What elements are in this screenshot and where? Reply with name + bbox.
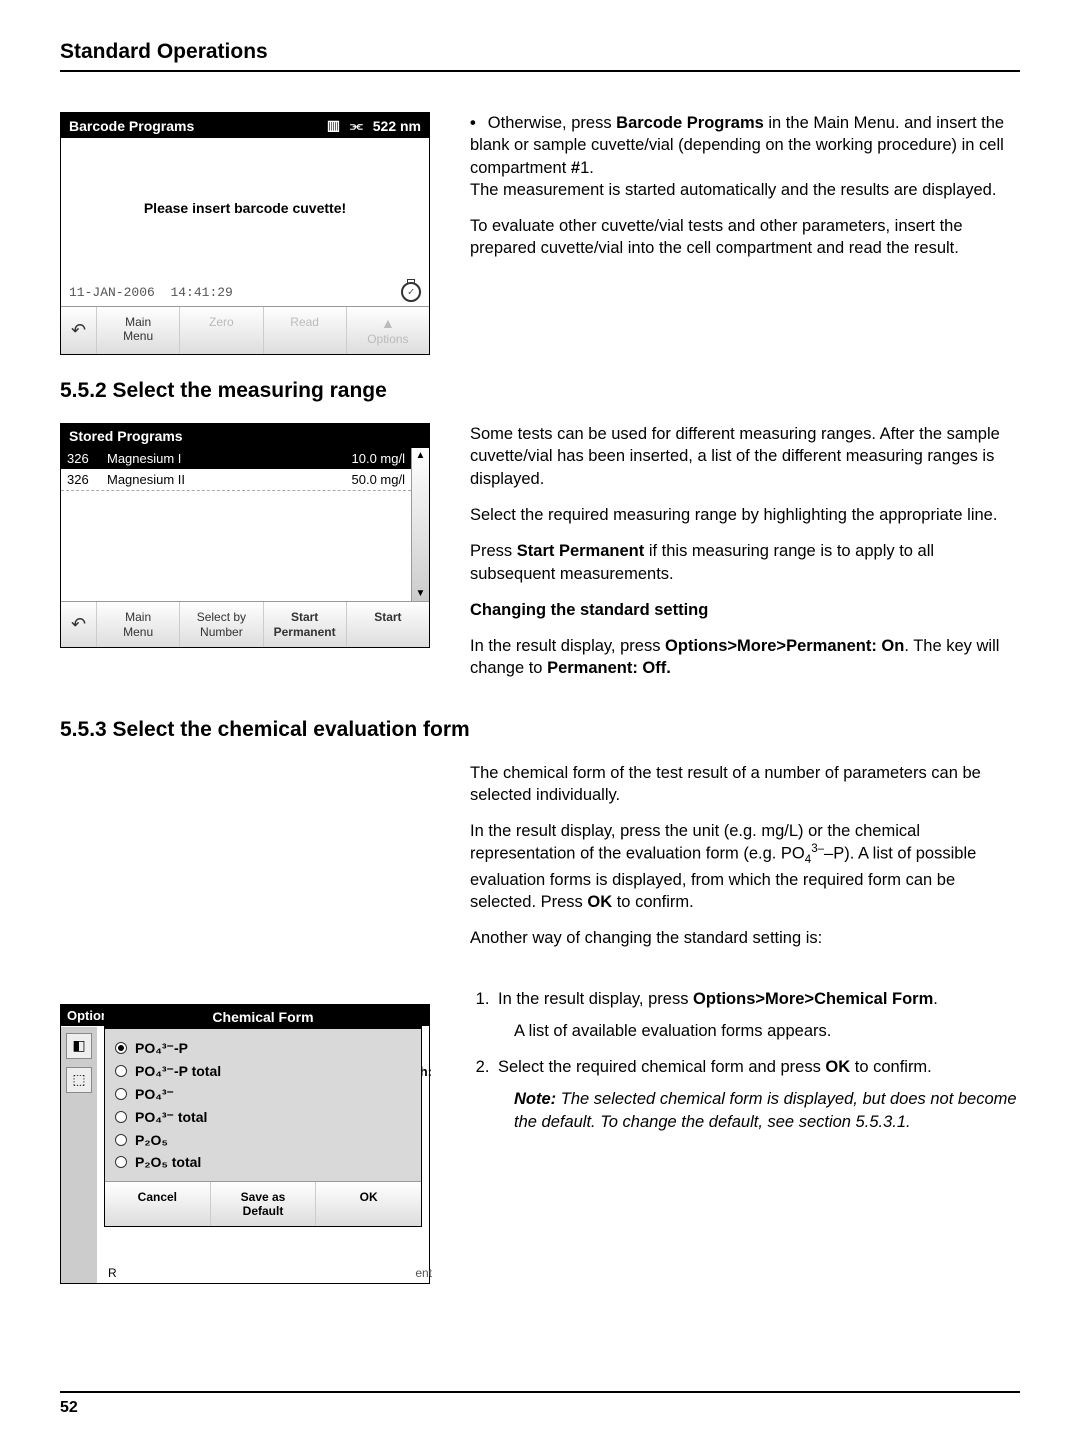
option-label: P₂O₅ bbox=[135, 1132, 168, 1148]
chemical-form-option[interactable]: PO₄³⁻-P bbox=[115, 1037, 411, 1060]
shot2-title: Stored Programs bbox=[69, 428, 183, 444]
text1-p1: The measurement is started automatically… bbox=[470, 179, 1020, 201]
text3-p1: The chemical form of the test result of … bbox=[470, 762, 1020, 807]
undo-button[interactable]: ↶ bbox=[61, 307, 97, 354]
connector-icon: ⫘ bbox=[350, 117, 363, 134]
radio-icon[interactable] bbox=[115, 1042, 127, 1054]
chemical-form-option[interactable]: PO₄³⁻ total bbox=[115, 1106, 411, 1129]
timer-icon: ✓ bbox=[401, 282, 421, 302]
text1-p2: To evaluate other cuvette/vial tests and… bbox=[470, 215, 1020, 260]
read-button[interactable]: Read bbox=[264, 307, 347, 354]
extra-ent: ent bbox=[415, 1266, 432, 1280]
option-label: PO₄³⁻ total bbox=[135, 1109, 207, 1126]
bullet-text: Otherwise, press Barcode Programs in the… bbox=[470, 112, 1020, 179]
text2-p3: Press Start Permanent if this measuring … bbox=[470, 540, 1020, 585]
option-label: PO₄³⁻-P total bbox=[135, 1063, 221, 1080]
dialog-title: Chemical Form bbox=[105, 1005, 421, 1029]
shot1-date: 11-JAN-2006 bbox=[69, 285, 155, 300]
radio-icon[interactable] bbox=[115, 1065, 127, 1077]
chemical-form-option[interactable]: PO₄³⁻-P total bbox=[115, 1060, 411, 1083]
page-footer: 52 bbox=[60, 1391, 1020, 1417]
radio-icon[interactable] bbox=[115, 1156, 127, 1168]
side-icon: ⬚ bbox=[66, 1067, 92, 1093]
start-button[interactable]: Start bbox=[347, 602, 429, 647]
list-item[interactable]: 326 Magnesium II 50.0 mg/l bbox=[61, 469, 411, 491]
screenshot-stored-programs: Stored Programs 326 Magnesium I 10.0 mg/… bbox=[60, 423, 430, 648]
undo-button[interactable]: ↶ bbox=[61, 602, 97, 647]
radio-icon[interactable] bbox=[115, 1134, 127, 1146]
heading-552: 5.5.2 Select the measuring range bbox=[60, 379, 1020, 403]
shot1-body-msg: Please insert barcode cuvette! bbox=[61, 138, 429, 278]
chemical-form-option[interactable]: P₂O₅ total bbox=[115, 1151, 411, 1173]
page-header: Standard Operations bbox=[60, 40, 1020, 72]
list-item[interactable]: 326 Magnesium I 10.0 mg/l bbox=[61, 448, 411, 469]
start-permanent-button[interactable]: Start Permanent bbox=[264, 602, 347, 647]
scroll-down-icon[interactable]: ▼ bbox=[416, 588, 426, 599]
zero-button[interactable]: Zero bbox=[180, 307, 263, 354]
step-2: Select the required chemical form and pr… bbox=[494, 1056, 1020, 1133]
text3-p2: In the result display, press the unit (e… bbox=[470, 820, 1020, 913]
shot1-time: 14:41:29 bbox=[170, 285, 232, 300]
scrollbar[interactable]: ▲ ▼ bbox=[411, 448, 429, 601]
heading-553: 5.5.3 Select the chemical evaluation for… bbox=[60, 718, 1020, 742]
select-by-number-button[interactable]: Select by Number bbox=[180, 602, 263, 647]
chemical-form-option[interactable]: P₂O₅ bbox=[115, 1129, 411, 1151]
chemical-form-option[interactable]: PO₄³⁻ bbox=[115, 1083, 411, 1106]
battery-icon: ▥ bbox=[327, 117, 340, 134]
text3-p3: Another way of changing the standard set… bbox=[470, 927, 1020, 949]
radio-icon[interactable] bbox=[115, 1111, 127, 1123]
side-icon: ◧ bbox=[66, 1033, 92, 1059]
shot1-wavelength: 522 nm bbox=[373, 118, 421, 134]
extra-r: R bbox=[108, 1266, 117, 1280]
option-label: PO₄³⁻ bbox=[135, 1086, 174, 1103]
screenshot-barcode-programs: Barcode Programs ▥ ⫘ 522 nm Please inser… bbox=[60, 112, 430, 355]
text2-subhead: Changing the standard setting bbox=[470, 599, 1020, 621]
option-label: PO₄³⁻-P bbox=[135, 1040, 188, 1057]
radio-icon[interactable] bbox=[115, 1088, 127, 1100]
text2-p1: Some tests can be used for different mea… bbox=[470, 423, 1020, 490]
options-button[interactable]: ▲Options bbox=[347, 307, 429, 354]
save-default-button[interactable]: Save as Default bbox=[211, 1182, 317, 1227]
shot1-title: Barcode Programs bbox=[69, 118, 194, 134]
screenshot-chemical-form: Options ◧ ⬚ h: Chemical Form PO₄³⁻-PPO₄³… bbox=[60, 1004, 430, 1284]
main-menu-button[interactable]: Main Menu bbox=[97, 307, 180, 354]
text2-p2: Select the required measuring range by h… bbox=[470, 504, 1020, 526]
ok-button[interactable]: OK bbox=[316, 1182, 421, 1227]
main-menu-button[interactable]: Main Menu bbox=[97, 602, 180, 647]
step-1: In the result display, press Options>Mor… bbox=[494, 988, 1020, 1043]
text2-p4: In the result display, press Options>Mor… bbox=[470, 635, 1020, 680]
scroll-up-icon[interactable]: ▲ bbox=[416, 450, 426, 461]
cancel-button[interactable]: Cancel bbox=[105, 1182, 211, 1227]
option-label: P₂O₅ total bbox=[135, 1154, 201, 1170]
